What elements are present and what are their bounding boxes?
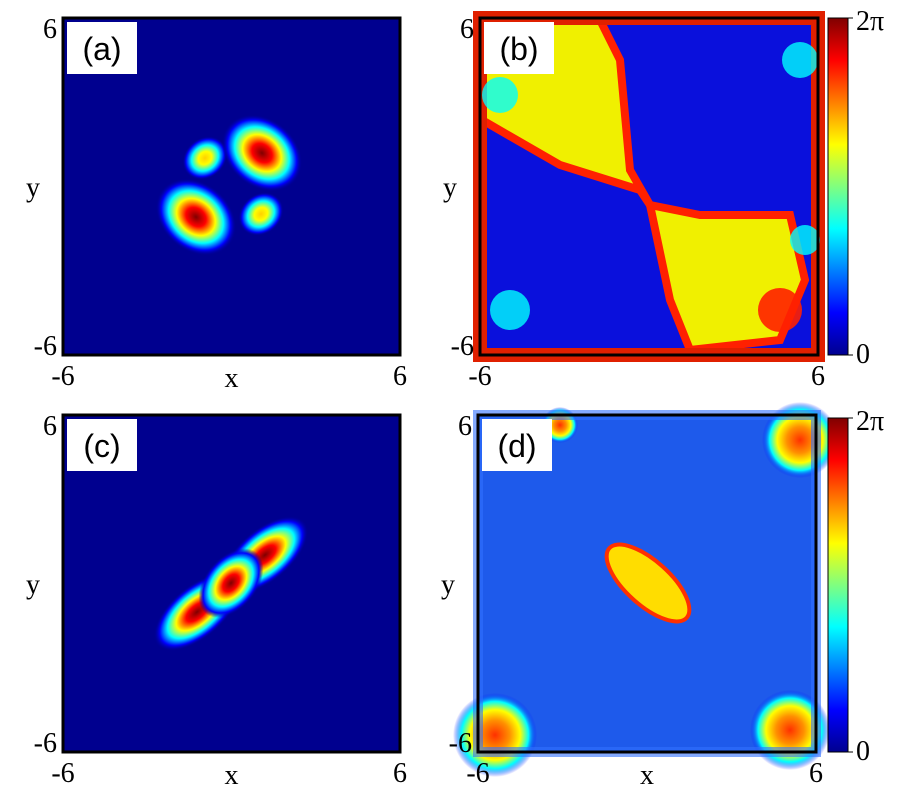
colorbar-tick-label: 0 [856,339,870,370]
y-tick-label: -6 [34,728,57,759]
plot-frame [61,16,402,357]
y-tick-label: 6 [460,14,474,45]
y-axis-label: y [441,570,455,601]
colorbar-tick-label: 2π [856,406,884,437]
x-tick-label: -6 [466,758,489,789]
y-tick-label: -6 [34,331,57,362]
y-tick-label: 6 [43,14,57,45]
y-axis-label: y [26,570,40,601]
colorbar-frame [827,417,849,753]
panel-label-box [482,419,552,471]
plot-frame [478,16,820,357]
panel-label: (a) [82,31,121,67]
colorbar-tick-label: 0 [856,736,870,767]
x-tick-label: -6 [51,758,74,789]
panel-label: (b) [499,31,538,67]
colorbar-frame [827,17,849,356]
panel-label: (d) [497,428,536,464]
colorbar [828,418,848,752]
colorbar-tick-label: 2π [856,6,884,37]
x-tick-label: -6 [468,361,491,392]
plot-frame [476,413,818,754]
plot-frame [61,413,402,754]
y-axis-label: y [443,173,457,204]
colorbar [828,18,848,355]
panel-label-box [67,22,137,74]
y-tick-label: 6 [458,411,472,442]
x-tick-label: -6 [51,361,74,392]
phase-map [473,11,825,362]
density-map [63,18,400,355]
y-tick-label: -6 [451,331,474,362]
panel-label-box [67,419,137,471]
x-tick-label: 6 [393,758,407,789]
x-axis-label: x [225,760,239,791]
panel-label: (c) [83,428,120,464]
x-tick-label: 6 [809,758,823,789]
x-tick-label: 6 [393,361,407,392]
y-tick-label: -6 [449,728,472,759]
y-axis-label: y [26,173,40,204]
x-axis-label: x [225,363,239,394]
panel-label-box [484,22,554,74]
density-map [63,415,400,752]
x-tick-label: 6 [811,361,825,392]
y-tick-label: 6 [43,411,57,442]
x-axis-label: x [640,760,654,791]
